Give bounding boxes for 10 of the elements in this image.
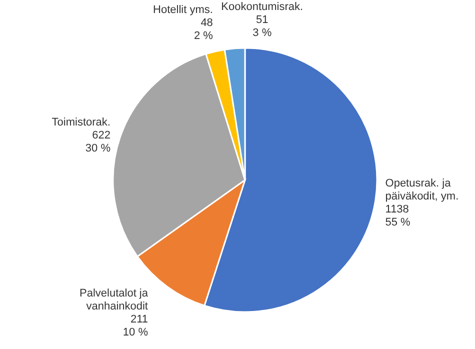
data-label: 211 10 % [122,314,148,339]
slice-label: Kookontumisrak. [221,0,304,13]
data-label: 48 2 % [194,17,214,42]
slice-label: Palvelutalot ja vanhainkodit [80,288,149,313]
data-label: 51 3 % [252,14,272,39]
slice-label: Hotellit yms. [153,4,213,16]
slice-label: Opetusrak. ja päiväkodit, ym. [385,178,459,203]
data-label: 622 30 % [85,129,111,154]
slice-label: Toimistorak. [52,116,110,128]
data-label: 1138 55 % [385,204,411,229]
